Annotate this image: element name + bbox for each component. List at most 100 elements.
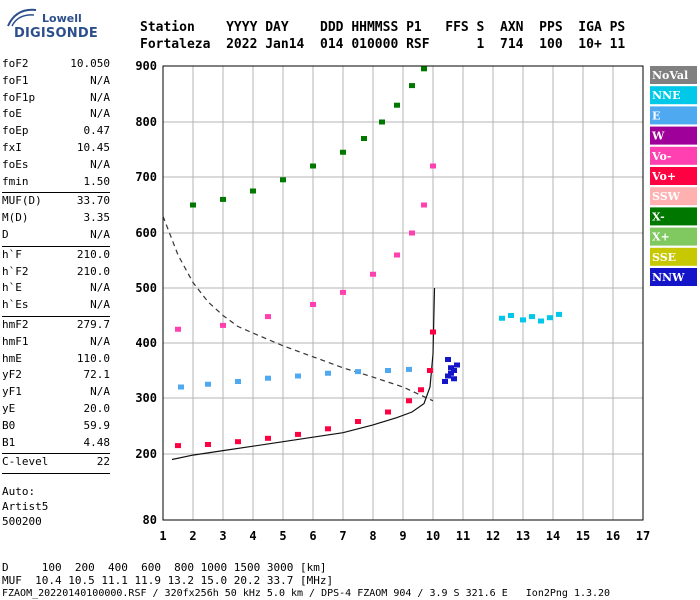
x-tick-label: 10	[426, 529, 440, 543]
param-value: 3.35	[83, 211, 111, 225]
data-point	[265, 375, 271, 381]
data-point	[379, 119, 385, 125]
x-tick-label: 12	[486, 529, 500, 543]
param-label: foEp	[2, 124, 29, 138]
digisonde-logo	[7, 8, 37, 27]
brand-line-1: Lowell	[42, 12, 82, 25]
param-row: foEs N/A	[2, 157, 110, 174]
data-point	[445, 357, 451, 362]
param-value: 110.0	[76, 351, 110, 365]
legend-label: X+	[652, 231, 670, 244]
footer-d-row: D 100 200 400 600 800 1000 1500 3000 [km…	[2, 561, 327, 574]
param-row: foEp 0.47	[2, 123, 110, 140]
y-tick-label: 400	[135, 336, 157, 350]
x-tick-label: 5	[279, 529, 286, 543]
data-point	[418, 387, 424, 393]
param-value: N/A	[90, 298, 110, 312]
param-value: 0.47	[83, 124, 111, 138]
param-row: foF1 N/A	[2, 73, 110, 90]
param-label: yF1	[2, 385, 22, 399]
x-tick-label: 13	[516, 529, 530, 543]
param-row: h`F 210.0	[2, 247, 110, 264]
x-tick-label: 16	[606, 529, 620, 543]
data-point	[280, 177, 286, 183]
data-point	[538, 318, 544, 324]
data-point	[394, 252, 400, 258]
data-point	[430, 329, 436, 335]
param-value: 10.050	[70, 57, 110, 70]
param-value: 210.0	[76, 264, 110, 278]
data-point	[361, 136, 367, 141]
param-label: foF1	[2, 73, 29, 87]
legend-swatch	[650, 207, 697, 226]
data-point	[355, 419, 361, 425]
param-label: yF2	[2, 368, 22, 382]
param-row: MUF(D) 33.70	[2, 193, 110, 210]
data-point	[250, 188, 256, 194]
data-point	[310, 302, 316, 307]
data-point	[529, 314, 535, 320]
param-value: N/A	[90, 334, 110, 348]
param-row: C-level 22	[2, 454, 110, 471]
legend-label: W	[651, 130, 665, 143]
param-row: yF2 72.1	[2, 367, 110, 384]
param-row: M(D) 3.35	[2, 210, 110, 227]
param-value: 59.9	[83, 418, 111, 432]
legend-label: Vo-	[651, 150, 671, 163]
data-point	[325, 370, 331, 376]
param-label: yE	[2, 401, 16, 415]
data-point	[445, 373, 451, 379]
param-label: h`Es	[2, 298, 29, 312]
data-point	[205, 441, 211, 447]
x-tick-label: 11	[456, 529, 470, 543]
param-row: h`Es N/A	[2, 297, 110, 314]
data-point	[340, 149, 346, 155]
param-value: N/A	[90, 73, 110, 87]
param-separator	[2, 453, 110, 455]
data-point	[385, 409, 391, 415]
data-point	[205, 381, 211, 387]
param-label: hmF1	[2, 334, 29, 348]
param-label: fmin	[2, 174, 29, 188]
legend-swatch	[650, 227, 697, 246]
legend-label: Vo+	[651, 170, 676, 183]
param-row: fxI 10.45	[2, 140, 110, 157]
param-row: B0 59.9	[2, 418, 110, 435]
data-point	[454, 362, 460, 368]
param-label: h`E	[2, 281, 22, 295]
legend-swatch	[650, 66, 697, 84]
data-point	[220, 322, 226, 328]
data-point	[421, 66, 427, 72]
param-value: 210.0	[76, 247, 110, 261]
data-point	[442, 379, 448, 384]
param-row: B1 4.48	[2, 435, 110, 452]
scaled-parameters-panel: foF2 10.050 foF1 N/A foF1p N/A foE N/A foEp 0.47 f…	[2, 56, 110, 475]
param-label: h`F2	[2, 264, 29, 278]
param-label: foF2	[2, 57, 29, 70]
y-tick-label: 500	[135, 281, 157, 295]
data-point	[355, 369, 361, 375]
param-row: hmE 110.0	[2, 351, 110, 368]
profile-curve	[171, 287, 436, 461]
data-point	[220, 196, 226, 202]
param-separator	[2, 315, 110, 317]
data-point	[451, 376, 457, 382]
brand-line-2: DIGISONDE	[14, 26, 98, 41]
data-point	[520, 317, 526, 323]
legend-label: NoVal	[652, 69, 688, 82]
param-row: yE 20.0	[2, 401, 110, 418]
param-label: M(D)	[2, 211, 29, 225]
param-label: B1	[2, 435, 16, 449]
data-point	[394, 102, 400, 108]
data-point	[499, 315, 505, 321]
x-tick-label: 1	[159, 529, 166, 543]
legend-swatch	[650, 247, 697, 266]
param-row: h`E N/A	[2, 280, 110, 297]
data-point	[310, 163, 316, 169]
auto-label: Auto:	[2, 485, 36, 498]
param-label: hmE	[2, 351, 22, 365]
header-labels: Station YYYY DAY DDD HHMMSS P1 FFS S AXN…	[140, 20, 626, 35]
data-point	[406, 366, 412, 372]
footer-muf-row: MUF 10.4 10.5 11.1 11.9 13.2 15.0 20.2 3…	[2, 574, 334, 587]
param-label: B0	[2, 418, 16, 432]
